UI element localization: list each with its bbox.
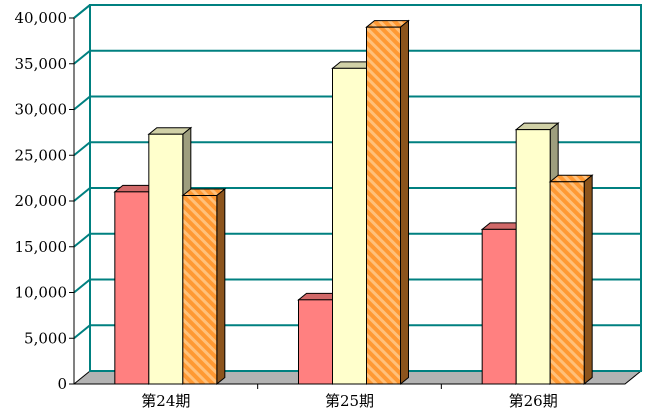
gridline [73, 141, 641, 157]
y-tick-label: 25,000 [15, 146, 68, 164]
gridline [73, 278, 641, 294]
bar-side-face [400, 19, 409, 386]
gridline [73, 95, 641, 111]
y-tick-label: 35,000 [15, 55, 68, 73]
bar-front-face [182, 195, 218, 385]
bar [365, 19, 410, 386]
gridline [73, 4, 641, 19]
bar-front-face [549, 181, 585, 385]
bar-front-face [148, 133, 184, 385]
gridline [73, 187, 641, 202]
y-tick-label: 20,000 [15, 192, 68, 210]
bar-front-face [366, 26, 401, 385]
y-tick-label: 10,000 [15, 284, 68, 302]
bar-front-face [515, 129, 551, 385]
gridline [73, 324, 641, 340]
y-tick-label: 5,000 [24, 329, 67, 347]
bar-front-face [114, 191, 150, 385]
gridline [73, 232, 641, 248]
y-tick-label: 40,000 [15, 9, 68, 27]
y-tick-label: 30,000 [15, 101, 68, 119]
x-tick-label: 第25期 [325, 392, 374, 410]
bar-side-face [216, 187, 226, 386]
bar [548, 174, 594, 386]
x-tick-label: 第24期 [141, 392, 190, 410]
side-wall-top-edge [73, 4, 91, 19]
bar-front-face [481, 228, 517, 385]
bar [181, 187, 227, 386]
x-tick-label: 第26期 [509, 392, 558, 410]
bar-side-face [583, 174, 593, 386]
bar-front-face [332, 67, 367, 385]
bar-front-face [298, 299, 333, 385]
y-tick-label: 15,000 [15, 238, 68, 256]
gridline [73, 49, 641, 65]
y-tick-label: 0 [57, 375, 67, 393]
